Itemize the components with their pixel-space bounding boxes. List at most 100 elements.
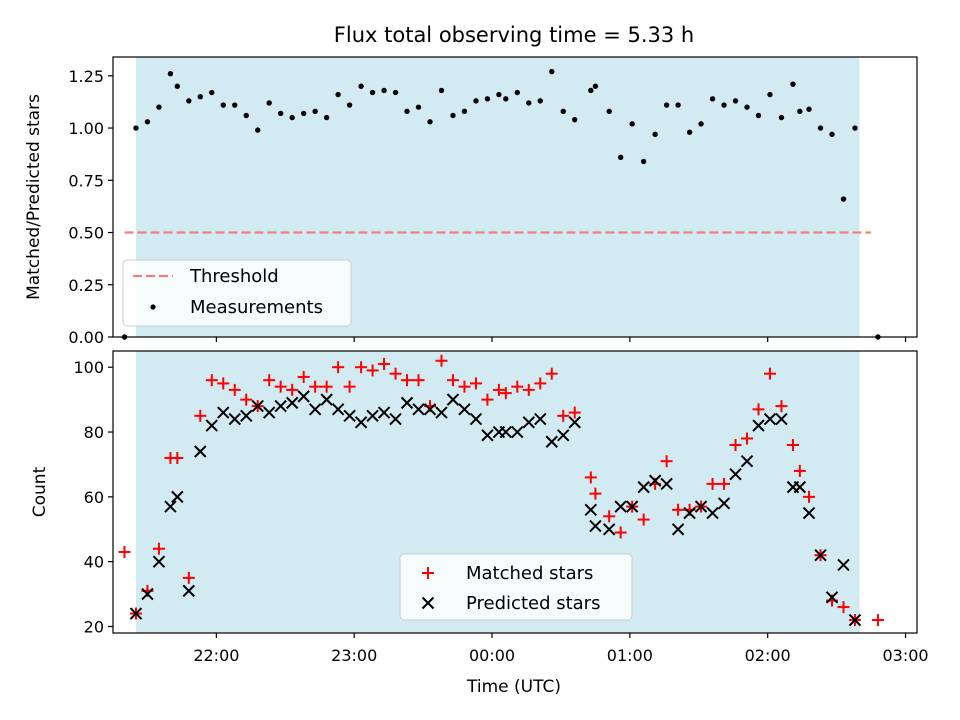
predicted-star-point: [793, 480, 807, 494]
predicted-star-point: [602, 523, 616, 536]
measurement-point: [663, 102, 670, 108]
matched-star-point: [614, 526, 627, 539]
bottom-x-tick-label: 02:00: [745, 646, 791, 665]
legend-predicted-marker: [421, 596, 435, 610]
measurement-point: [698, 121, 704, 127]
predicted-star-point: [354, 416, 368, 429]
bottom-y-tick-label: 20: [84, 618, 104, 637]
matched-star-point: [637, 513, 650, 526]
predicted-star-point: [435, 406, 448, 419]
predicted-star-point: [589, 519, 602, 533]
top-y-tick-label: 0.00: [68, 328, 104, 347]
predicted-star-point: [717, 497, 731, 510]
matched-star-point: [557, 409, 570, 422]
measurement-point: [640, 158, 647, 165]
matched-star-point: [205, 374, 218, 387]
predicted-star-point: [400, 396, 414, 410]
bottom-panel: 20 40 60 80 100 22:00 23:00 00:00 01:00 02:00 03:…: [30, 350, 929, 697]
predicted-star-point: [534, 412, 547, 426]
matched-star-point: [152, 542, 165, 555]
matched-star-point: [871, 614, 884, 627]
count-series: [118, 354, 884, 627]
measurement-point: [852, 125, 858, 131]
predicted-star-point: [469, 412, 483, 426]
measurement-point: [186, 98, 192, 104]
measurement-point: [312, 108, 318, 115]
measurement-point: [732, 98, 739, 104]
bottom-y-axis: 20 40 60 80 100: [73, 358, 113, 637]
measurement-point: [289, 114, 295, 121]
matched-star-point: [182, 571, 195, 584]
measurement-point: [415, 104, 422, 110]
top-y-tick-label: 0.50: [68, 224, 104, 243]
measurement-point: [817, 125, 824, 131]
matched-star-point: [274, 380, 287, 393]
matched-star-point: [603, 510, 616, 523]
matched-star-point: [378, 357, 391, 370]
measurements-series: [121, 68, 881, 340]
predicted-star-point: [251, 399, 264, 413]
predicted-star-point: [671, 523, 685, 536]
predicted-star-point: [285, 396, 299, 410]
measurement-point: [797, 108, 803, 115]
top-y-axis: 0.00 0.25 0.50 0.75 1.00 1.25: [68, 67, 113, 347]
predicted-star-point: [729, 467, 742, 481]
bottom-x-tick-label: 01:00: [607, 646, 653, 665]
measurement-point: [461, 108, 468, 115]
measurement-point: [537, 98, 543, 104]
predicted-star-point: [660, 477, 673, 491]
predicted-star-point: [740, 454, 754, 468]
bottom-x-tick-label: 00:00: [469, 646, 515, 665]
measurement-point: [167, 71, 174, 77]
measurement-point: [592, 83, 599, 89]
measurement-point: [232, 102, 238, 108]
measurement-point: [335, 91, 341, 98]
matched-star-point: [297, 370, 310, 383]
matched-star-point: [775, 400, 788, 413]
bottom-y-tick-label: 60: [84, 488, 104, 507]
matched-star-point: [435, 354, 448, 367]
measurement-point: [526, 100, 532, 106]
matched-star-point: [511, 380, 524, 393]
predicted-star-point: [637, 480, 650, 494]
matched-star-point: [786, 439, 799, 451]
predicted-star-point: [205, 419, 218, 432]
legend-predicted-label: Predicted stars: [466, 593, 600, 614]
legend-measurements-label: Measurements: [190, 297, 323, 318]
measurement-point: [174, 83, 181, 89]
matched-star-point: [706, 477, 719, 490]
predicted-star-point: [331, 403, 345, 416]
predicted-star-point: [171, 490, 184, 504]
bottom-y-axis-label: Count: [30, 466, 50, 517]
measurement-point: [156, 104, 162, 110]
predicted-star-point: [262, 406, 276, 419]
measurement-point: [588, 87, 594, 94]
bottom-legend: Matched stars Predicted stars: [399, 553, 633, 621]
predicted-star-point: [694, 500, 708, 513]
measurement-point: [652, 131, 658, 138]
matched-star-point: [672, 503, 685, 516]
legend-predicted-swatch: [421, 596, 435, 610]
predicted-star-point: [377, 406, 391, 419]
measurement-point: [778, 114, 785, 121]
measurement-point: [675, 102, 681, 108]
top-panel: 0.00 0.25 0.50 0.75 1.00 1.25 Matched/Predict…: [24, 56, 918, 347]
matched-star-point: [412, 374, 425, 387]
measurement-point: [840, 196, 847, 202]
predicted-star-point: [366, 409, 379, 423]
bottom-x-axis-label: Time (UTC): [466, 677, 561, 697]
measurement-point: [197, 94, 203, 100]
matched-star-point: [545, 367, 558, 380]
bottom-y-tick-label: 100: [73, 358, 104, 377]
matched-star-point: [194, 409, 207, 422]
predicted-star-point: [648, 474, 662, 487]
legend-measurements-swatch: [150, 304, 156, 310]
predicted-star-point: [752, 419, 765, 432]
bottom-y-tick-label: 40: [84, 553, 104, 572]
measurement-point: [744, 104, 750, 110]
predicted-star-point: [152, 555, 166, 568]
top-y-tick-label: 1.00: [68, 119, 104, 138]
predicted-star-point: [423, 403, 437, 416]
predicted-star-point: [545, 435, 558, 448]
predicted-star-point: [614, 500, 627, 513]
